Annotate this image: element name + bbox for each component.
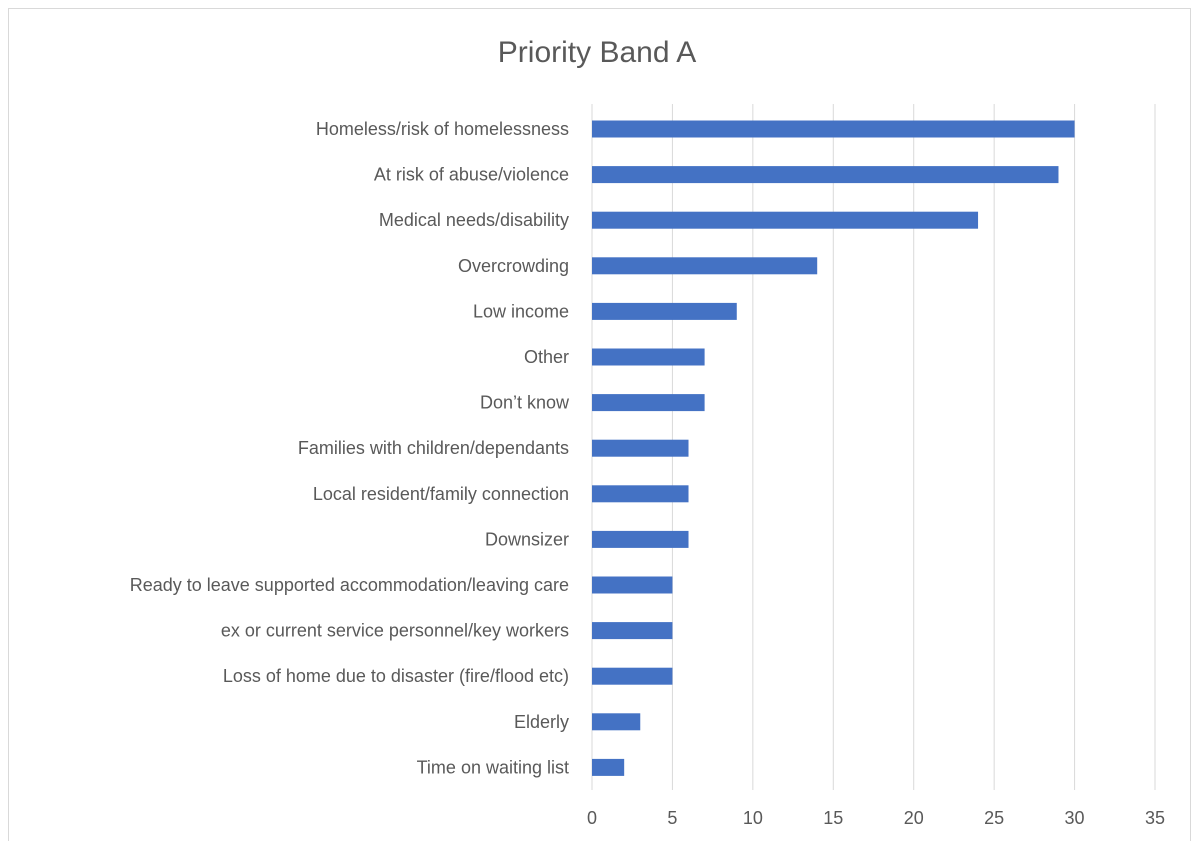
category-label: Don’t know [480,393,570,413]
category-label: Downsizer [485,529,569,549]
category-label: Homeless/risk of homelessness [316,119,569,139]
bar [592,120,1075,138]
x-tick-label: 5 [667,808,677,828]
category-label: Medical needs/disability [379,210,569,230]
bar [592,439,689,457]
bar [592,713,641,731]
x-tick-label: 15 [823,808,843,828]
x-tick-label: 10 [743,808,763,828]
category-label: Families with children/dependants [298,438,569,458]
category-label: Overcrowding [458,256,569,276]
x-tick-label: 20 [904,808,924,828]
x-tick-label: 30 [1065,808,1085,828]
bar [592,302,737,320]
category-label: Elderly [514,712,569,732]
category-label: Loss of home due to disaster (fire/flood… [223,666,569,686]
bar [592,348,705,366]
bar [592,257,818,275]
x-tick-label: 25 [984,808,1004,828]
bar [592,166,1059,184]
x-tick-label: 0 [587,808,597,828]
category-label: At risk of abuse/violence [374,165,569,185]
bar [592,394,705,412]
category-label: Local resident/family connection [313,484,569,504]
category-label: ex or current service personnel/key work… [221,621,569,641]
bar [592,211,979,229]
category-label: Ready to leave supported accommodation/l… [130,575,569,595]
chart-title: Priority Band A [497,36,697,69]
bar [592,530,689,548]
category-label: Other [524,347,569,367]
category-label: Time on waiting list [417,757,569,777]
category-label: Low income [473,301,569,321]
bar [592,485,689,503]
bar [592,622,673,640]
bar [592,576,673,594]
bar [592,758,625,776]
bar [592,667,673,685]
x-tick-label: 35 [1145,808,1165,828]
